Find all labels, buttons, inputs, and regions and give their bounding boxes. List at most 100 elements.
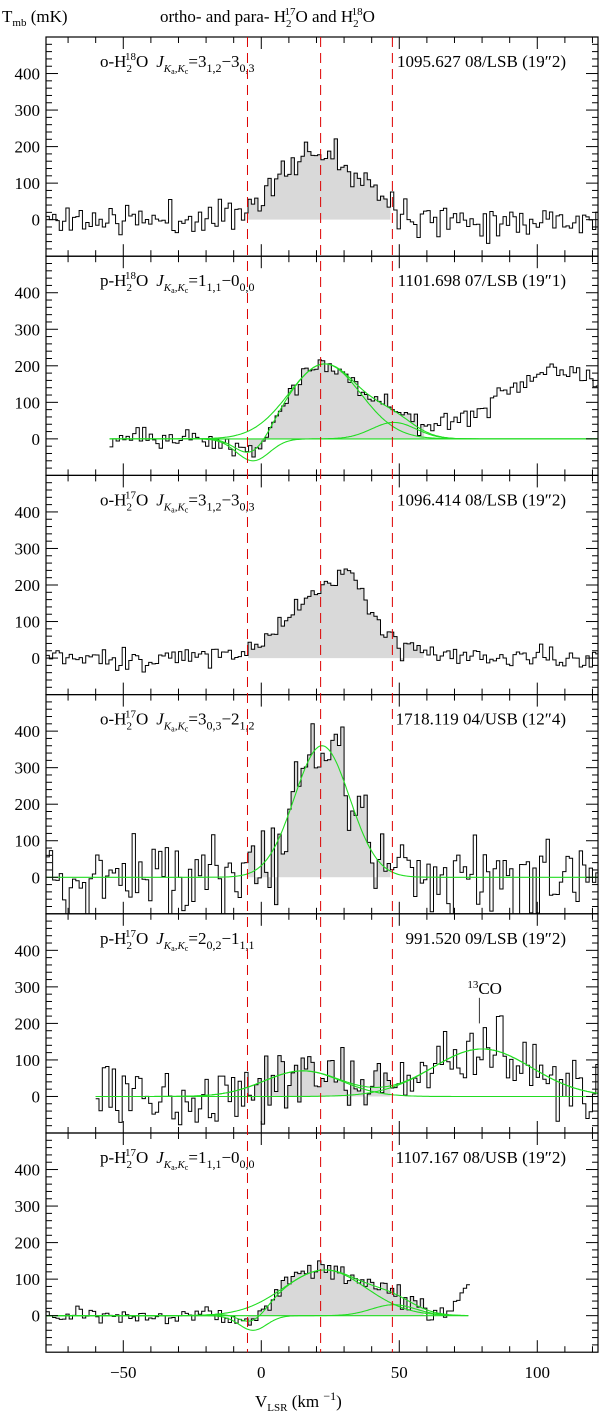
label-part: 18 xyxy=(125,270,137,282)
label-part: 2 xyxy=(231,710,240,729)
label-part: c xyxy=(185,67,189,76)
label-part: p-H xyxy=(100,929,126,948)
y-tick-label: 200 xyxy=(15,1014,41,1033)
label-part: − xyxy=(221,1148,231,1167)
y-tick-label: 100 xyxy=(15,1051,41,1070)
label-part: K xyxy=(163,63,172,75)
label-part: p-H xyxy=(100,271,126,290)
y-tick-label: 400 xyxy=(15,1161,41,1180)
label-part: J xyxy=(156,490,165,509)
label-part: 17 xyxy=(125,928,137,940)
label-part: c xyxy=(185,725,189,734)
fit-component-3 xyxy=(109,438,598,462)
label-part: O xyxy=(136,929,148,948)
label-part: = xyxy=(188,1148,198,1167)
label-part: 2 xyxy=(198,929,207,948)
integrated-area-fill xyxy=(248,723,391,905)
label-part: = xyxy=(188,271,198,290)
y-tick-label: 200 xyxy=(15,1234,41,1253)
label-part: ,K xyxy=(175,940,186,952)
fit-total xyxy=(109,363,598,453)
frequency-setting-beam: 991.520 09/LSB (19″2) xyxy=(405,929,566,948)
label-part: J xyxy=(156,1148,165,1167)
label-part: J xyxy=(156,271,165,290)
y-tick-label: 0 xyxy=(32,649,41,668)
label-part: 1 xyxy=(198,271,207,290)
y-tick-label: 400 xyxy=(15,941,41,960)
label-part: a xyxy=(171,67,175,76)
label-part: K xyxy=(163,721,172,733)
label-part: 1,1 xyxy=(206,280,221,294)
label-part: = xyxy=(188,52,198,71)
label-part: 0 xyxy=(231,1148,240,1167)
frequency-setting-beam: 1107.167 08/USB (19″2) xyxy=(396,1148,566,1167)
label-part: c xyxy=(185,505,189,514)
label-part: O xyxy=(136,271,148,290)
x-tick-label: 100 xyxy=(525,1363,551,1382)
y-tick-label: 0 xyxy=(32,868,41,887)
label-part: ,K xyxy=(175,721,186,733)
label-part: 3 xyxy=(198,710,207,729)
label-part: c xyxy=(185,286,189,295)
label-part: c xyxy=(185,944,189,953)
label-part: 1 xyxy=(198,1148,207,1167)
label-part: a xyxy=(171,944,175,953)
label-part: O xyxy=(136,490,148,509)
frequency-setting-beam: 1096.414 08/LSB (19″2) xyxy=(397,490,566,509)
label-part: a xyxy=(171,505,175,514)
spectrum-histogram xyxy=(46,568,598,673)
y-tick-label: 100 xyxy=(15,1270,41,1289)
label-part: − xyxy=(221,52,231,71)
x-axis-label: VLSR (km −1) xyxy=(255,1389,342,1414)
x-tick-label: 0 xyxy=(257,1363,266,1382)
y-tick-label: 100 xyxy=(15,174,41,193)
label-part: J xyxy=(156,929,165,948)
label-part: 1,2 xyxy=(206,61,221,75)
annotation-text: CO xyxy=(478,979,502,998)
fit-total xyxy=(95,1048,598,1098)
label-part: O xyxy=(136,1148,148,1167)
label-part: 2 xyxy=(126,940,132,952)
spectrum-panel-3: 0100200300400o-H217OJKa,Kc=31,2−30,31096… xyxy=(15,474,599,696)
label-part: 3 xyxy=(198,52,207,71)
label-part: ,K xyxy=(175,282,186,294)
spectrum-histogram xyxy=(46,138,598,244)
label-part: 2 xyxy=(126,282,132,294)
label-part: 17 xyxy=(125,489,137,501)
label-part: 3 xyxy=(231,52,240,71)
y-tick-label: 200 xyxy=(15,795,41,814)
label-part: − xyxy=(221,929,231,948)
annotation-13co: 13CO xyxy=(467,979,502,998)
y-tick-label: 300 xyxy=(15,1197,41,1216)
label-part: 1,1 xyxy=(240,938,255,952)
label-part: 1,1 xyxy=(206,1157,221,1171)
label-part: J xyxy=(156,52,165,71)
label-part: = xyxy=(188,490,198,509)
y-tick-label: 400 xyxy=(15,722,41,741)
y-tick-label: 0 xyxy=(32,1307,41,1326)
fit-component-1 xyxy=(46,1269,469,1317)
y-tick-label: 200 xyxy=(15,138,41,157)
label-part: 0,3 xyxy=(240,61,255,75)
y-tick-label: 0 xyxy=(32,1087,41,1106)
label-part: ,K xyxy=(175,1159,186,1171)
label-part: a xyxy=(171,1163,175,1172)
integrated-area-fill xyxy=(248,1047,391,1125)
integrated-area-fill xyxy=(248,138,391,220)
spectrum-histogram xyxy=(95,1015,598,1126)
label-part: 1,2 xyxy=(206,499,221,513)
label-part: 2 xyxy=(126,1159,132,1171)
frequency-setting-beam: 1718.119 04/USB (12″4) xyxy=(396,710,566,729)
label-part: K xyxy=(163,501,172,513)
y-tick-label: 300 xyxy=(15,101,41,120)
y-tick-label: 400 xyxy=(15,503,41,522)
x-tick-label: −50 xyxy=(110,1363,137,1382)
y-tick-label: 200 xyxy=(15,576,41,595)
label-part: 3 xyxy=(198,490,207,509)
frequency-setting-beam: 1101.698 07/LSB (19″1) xyxy=(398,271,566,290)
